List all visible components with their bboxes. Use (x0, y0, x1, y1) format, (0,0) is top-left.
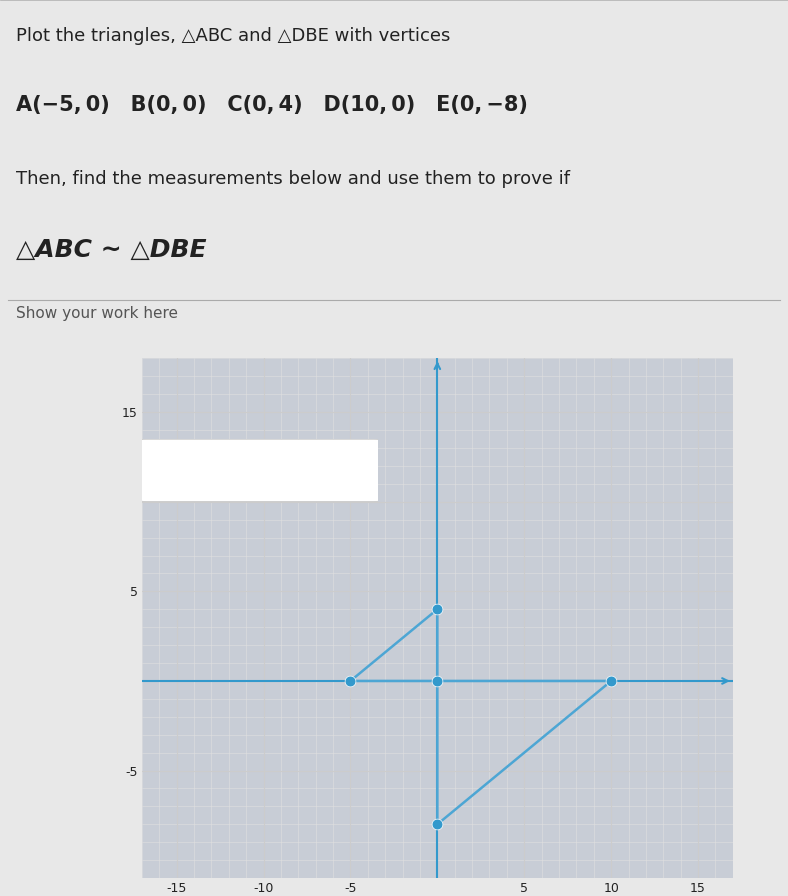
Text: △ABC ∼ △DBE: △ABC ∼ △DBE (16, 238, 206, 263)
Point (431, 817, 444, 831)
Point (431, 674, 444, 688)
Point (431, 602, 444, 616)
Text: □̅/□̅: □̅/□̅ (286, 463, 319, 478)
Text: Then, find the measurements below and use them to prove if: Then, find the measurements below and us… (16, 170, 570, 188)
Point (344, 674, 357, 688)
Text: +: + (168, 461, 187, 480)
Text: Plot the triangles, △ABC and △DBE with vertices: Plot the triangles, △ABC and △DBE with v… (16, 27, 450, 45)
Point (605, 674, 618, 688)
FancyBboxPatch shape (135, 439, 385, 502)
Text: Show your work here: Show your work here (16, 306, 178, 322)
Text: −: − (227, 461, 246, 480)
Text: A(−5, 0) B(0, 0) C(0, 4) D(10, 0) E(0, −8): A(−5, 0) B(0, 0) C(0, 4) D(10, 0) E(0, −… (16, 95, 528, 116)
